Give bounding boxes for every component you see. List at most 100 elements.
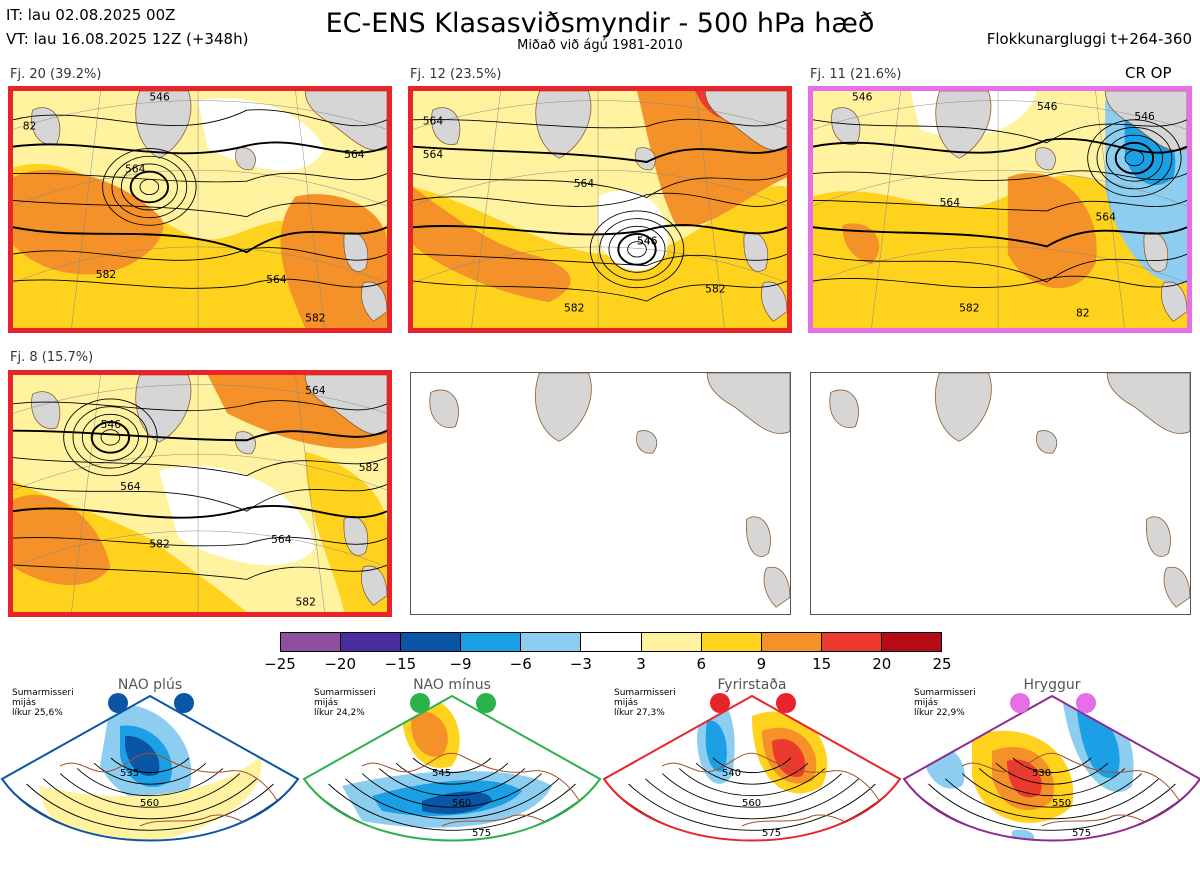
init-time: IT: lau 02.08.2025 00Z — [6, 6, 176, 24]
regime-contour-label: 530 — [1032, 768, 1051, 779]
regime-marker-dot — [710, 693, 730, 713]
regime-info: Sumarmisseri mijás líkur 22,9% — [914, 688, 976, 718]
regime-contour-label: 535 — [120, 768, 139, 779]
contour-label: 582 — [149, 538, 169, 551]
contour-label: 564 — [940, 196, 961, 209]
regime-contour-label: 575 — [472, 828, 491, 839]
regime-map-4: 530 550 575 — [902, 676, 1200, 871]
colorbar-tick: 15 — [812, 655, 832, 673]
contour-label: 546 — [637, 235, 658, 248]
map-svg: 546 564 582 564 582 564 582 — [13, 375, 387, 612]
regime-prob: líkur 27,3% — [614, 708, 665, 718]
contour-label: 582 — [359, 461, 379, 474]
contour-label: 546 — [101, 418, 122, 431]
regime-marker-dot — [174, 693, 194, 713]
contour-label: 564 — [266, 273, 287, 286]
regime-contour-label: 545 — [432, 768, 451, 779]
regime-contour-label: 560 — [140, 798, 159, 809]
contour-label: 564 — [305, 384, 326, 397]
regime-sector-svg: 530 550 575 — [902, 694, 1200, 842]
contour-label: 564 — [125, 163, 146, 176]
colorbar-swatch — [641, 633, 702, 651]
regime-mean: mijás — [614, 698, 638, 708]
cluster-map-2: 546 564 564 546 582 582 564 — [408, 86, 792, 333]
regime-season: Sumarmisseri — [12, 688, 74, 698]
colorbar-swatch — [761, 633, 822, 651]
map-svg: 546 564 546 564 582 82 546 — [813, 91, 1187, 328]
colorbar-tick: 6 — [696, 655, 707, 673]
regime-contour-label: 540 — [722, 768, 741, 779]
colorbar-swatch — [461, 633, 522, 651]
regime-marker-dot — [1076, 693, 1096, 713]
contour-label: 82 — [1076, 307, 1090, 320]
contour-label: 564 — [271, 533, 292, 546]
map-svg: 564 546 582 564 582 564 82 — [13, 91, 387, 328]
regime-mean: mijás — [12, 698, 36, 708]
page-subtitle: Miðað við ágú 1981-2010 — [517, 38, 683, 53]
contour-label: 546 — [637, 235, 658, 248]
regime-contour-label: 560 — [452, 798, 471, 809]
regime-season: Sumarmisseri — [914, 688, 976, 698]
regime-map-3: 540 560 575 — [602, 676, 902, 871]
regime-prob: líkur 24,2% — [314, 708, 365, 718]
colorbar-tick: 3 — [636, 655, 646, 673]
colorbar-tick: 25 — [932, 655, 952, 673]
regime-contour-label: 560 — [742, 798, 761, 809]
colorbar-tick: −6 — [509, 655, 532, 673]
colorbar-swatch — [401, 633, 462, 651]
colorbar-tick: −15 — [384, 655, 417, 673]
regime-info: Sumarmisseri mijás líkur 25,6% — [12, 688, 74, 718]
contour-label: 546 — [1134, 110, 1155, 123]
regime-marker-dot — [776, 693, 796, 713]
contour-label: 564 — [423, 115, 444, 128]
map-svg — [811, 373, 1190, 614]
cluster-map-5-empty — [410, 372, 791, 615]
contour-label: 582 — [295, 595, 315, 608]
panel-4-label: Fj. 8 (15.7%) — [10, 350, 94, 365]
contour-label: 582 — [96, 268, 116, 281]
regime-map-1: 535 560 — [0, 676, 300, 871]
regime-marker-dot — [108, 693, 128, 713]
colorbar-tick: −20 — [324, 655, 356, 673]
colorbar-tick: −3 — [569, 655, 592, 673]
contour-label: 546 — [852, 91, 873, 104]
regime-name: NAO mínus — [413, 677, 491, 693]
contour-label: 546 — [149, 91, 170, 104]
op-label: CR OP — [1125, 64, 1172, 82]
valid-time: VT: lau 16.08.2025 12Z (+348h) — [6, 30, 249, 48]
regime-name: NAO plús — [117, 677, 183, 693]
regime-contour-label: 575 — [762, 828, 781, 839]
contour-label: 564 — [574, 177, 595, 190]
cluster-map-6-empty — [810, 372, 1191, 615]
regime-mean: mijás — [914, 698, 938, 708]
regime-map-2: 545 560 575 — [302, 676, 602, 871]
regime-info: Sumarmisseri mijás líkur 27,3% — [614, 688, 676, 718]
map-svg — [411, 373, 790, 614]
regime-mean: mijás — [314, 698, 338, 708]
contour-label: 582 — [305, 311, 325, 324]
anomaly-colorbar — [280, 632, 942, 652]
panel-3-label: Fj. 11 (21.6%) — [810, 67, 902, 82]
regime-name: Fyrirstaða — [717, 677, 787, 693]
colorbar-swatch — [821, 633, 882, 651]
colorbar-tick: 9 — [756, 655, 767, 673]
contour-label: 546 — [1037, 100, 1058, 113]
regime-contour-label: 575 — [1072, 828, 1091, 839]
page-title: EC-ENS Klasasviðsmyndir - 500 hPa hæð — [325, 8, 875, 39]
regime-sector-svg: 535 560 — [0, 694, 300, 842]
classification-window: Flokkunargluggi t+264-360 — [986, 30, 1192, 48]
contour-label: 582 — [705, 283, 725, 296]
contour-label: 564 — [344, 148, 365, 161]
regime-season: Sumarmisseri — [314, 688, 376, 698]
colorbar-tick: −9 — [449, 655, 472, 673]
regime-info: Sumarmisseri mijás líkur 24,2% — [314, 688, 376, 718]
contour-label: 564 — [120, 480, 141, 493]
panel-1-label: Fj. 20 (39.2%) — [10, 67, 102, 82]
contour-label: 564 — [423, 148, 444, 161]
regime-name: Hryggur — [1023, 677, 1081, 693]
regime-marker-dot — [1010, 693, 1030, 713]
regime-prob: líkur 22,9% — [914, 708, 965, 718]
contour-label: 582 — [959, 302, 979, 315]
colorbar-swatch — [881, 633, 942, 651]
contour-label: 82 — [23, 119, 37, 132]
